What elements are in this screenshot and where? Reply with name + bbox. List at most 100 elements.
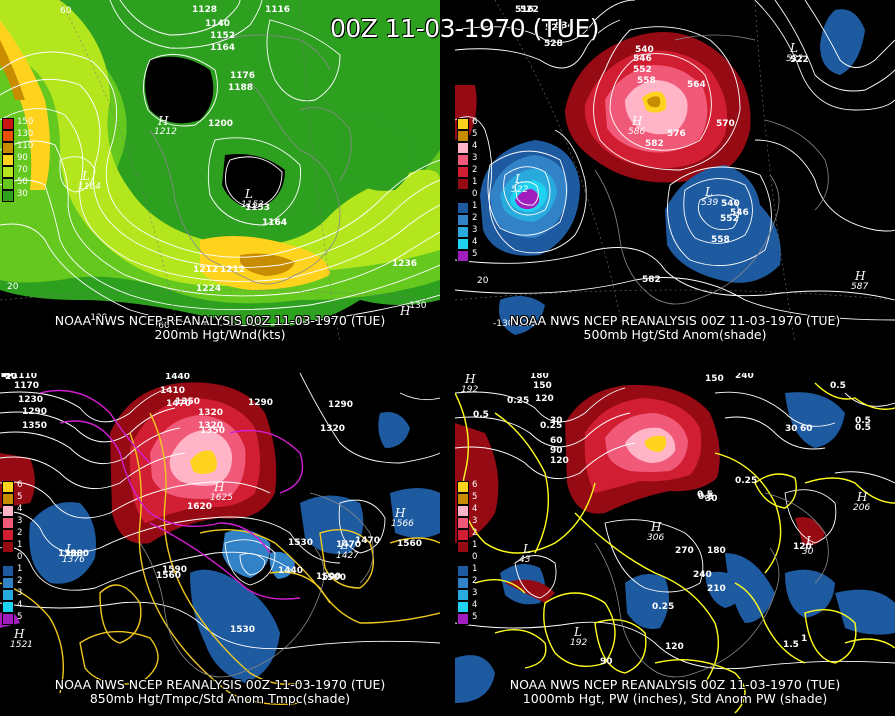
legend-label: 4 [17,600,23,610]
contour-label: 1320 [320,424,345,434]
contour-label: 150 [705,374,724,384]
contour-label: 1212 [193,265,218,275]
center-letter: L [65,542,74,556]
contour-label: 1128 [192,5,217,15]
legend-label: 5 [472,612,478,622]
contour-label: 1212 [220,265,245,275]
contour-label: 120 [665,642,684,652]
map-200mb: 1128 1116 1140 1152 1164 1176 1188 1200 1212 1164… [0,0,440,342]
contour-label: 0.25 [652,602,674,612]
contour-label: 10 [1,373,14,378]
contour-label: 1350 [200,426,225,436]
legend-label: 3 [472,588,478,598]
center-letter: L [789,41,798,55]
center-value: 43 [519,555,531,565]
center-value: 1164 [78,182,101,192]
contour-label: 522 [790,55,809,65]
legend-label: 1 [472,201,478,211]
contour-label: 540 [721,199,740,209]
contour-label: 576 [667,129,686,139]
contour-label: 0.5 [698,492,714,502]
legend-swatch: 3 [457,516,477,529]
contour-label: 1188 [228,83,253,93]
panel-500mb: 516 522 528 534 528 540 546 552 558 564 570 576 582 5… [455,0,895,342]
caption-850mb: NOAA NWS NCEP REANALYSIS 00Z 11-03-1970 … [0,678,440,706]
legend-swatch: 0 [2,552,22,565]
legend-label: 1 [472,540,478,550]
legend-swatch: 6 [457,117,477,130]
contour-label: 1350 [175,397,200,407]
contour-label: 30 [705,494,718,504]
grid-label: -120 [87,313,108,323]
legend-swatch: 150 [2,117,33,130]
legend-label: 5 [17,492,23,502]
legend-label: 1 [472,564,478,574]
legend-label: 4 [472,600,478,610]
low-pressure-center: L30 [802,534,814,557]
legend-swatch: 1 [457,564,477,577]
contour-label: 60 [550,436,563,446]
center-letter: H [854,269,866,283]
center-letter: L [704,185,713,199]
contour-label: 1530 [288,538,313,548]
contour-label: 1350 [22,421,47,431]
contour-label: 1290 [248,398,273,408]
contour-label: 1500 [316,572,341,582]
legend-swatch: 130 [2,129,33,142]
center-value: 522 [786,54,803,64]
contour-label: 0.5 [855,423,871,433]
contour-label: 1410 [160,386,185,396]
legend-500mb: 6 5 4 3 2 1 0 1 2 3 4 5 [457,117,477,262]
contour-label: 90 [600,657,613,667]
legend-swatch: 3 [457,153,477,166]
contour-label: 60 [800,424,813,434]
contour-label: 1380 [58,549,83,559]
legend-label: 0 [17,552,23,562]
caption-200mb-line1: NOAA NWS NCEP REANALYSIS 00Z 11-03-1970 … [54,313,386,328]
legend-swatch: 1 [457,177,477,190]
contour-label: 0 [1,373,7,380]
contour-label: 1320 [198,408,223,418]
legend-swatch: 5 [457,492,477,505]
legend-label: 3 [472,153,478,163]
legend-swatch: 5 [457,249,477,262]
center-value: 306 [647,533,664,543]
center-value: 1521 [10,640,33,650]
contour-label: 1.5 [783,640,799,650]
legend-label: 2 [472,213,478,223]
contour-label: 516 [515,5,534,15]
legend-swatch: 2 [2,576,22,589]
contour-label: 270 [675,546,694,556]
contour-label: 552 [720,214,739,224]
grid-label: -130 [493,319,514,329]
center-value: 1566 [391,519,414,529]
legend-label: 50 [17,177,28,187]
legend-label: 0 [472,189,478,199]
panel-850mb: 1110 1170 1230 1290 1350 1410 1440 1470 1350 1320… [0,373,440,716]
legend-label: 4 [472,141,478,151]
legend-label: 6 [17,480,23,490]
legend-label: 2 [17,576,23,586]
center-value: 1376 [62,555,85,565]
contour-label: 90 [550,446,563,456]
legend-label: 3 [472,225,478,235]
contour-label: 180 [530,373,549,381]
legend-swatch: 4 [457,141,477,154]
legend-swatch: 5 [2,612,22,625]
legend-label: 70 [17,165,28,175]
caption-1000mb-line2: 1000mb Hgt, PW (inches), Std Anom PW (sh… [522,691,828,706]
contour-label: 0.5 [830,381,846,391]
legend-label: 5 [472,249,478,259]
legend-swatch: 0 [457,552,477,565]
legend-200mb: 150 130 110 90 70 50 30 [2,117,33,202]
contour-label: 1440 [278,566,303,576]
grid-label: -60 [155,321,170,331]
caption-1000mb-line1: NOAA NWS NCEP REANALYSIS 00Z 11-03-1970 … [509,677,841,692]
legend-label: 3 [472,516,478,526]
